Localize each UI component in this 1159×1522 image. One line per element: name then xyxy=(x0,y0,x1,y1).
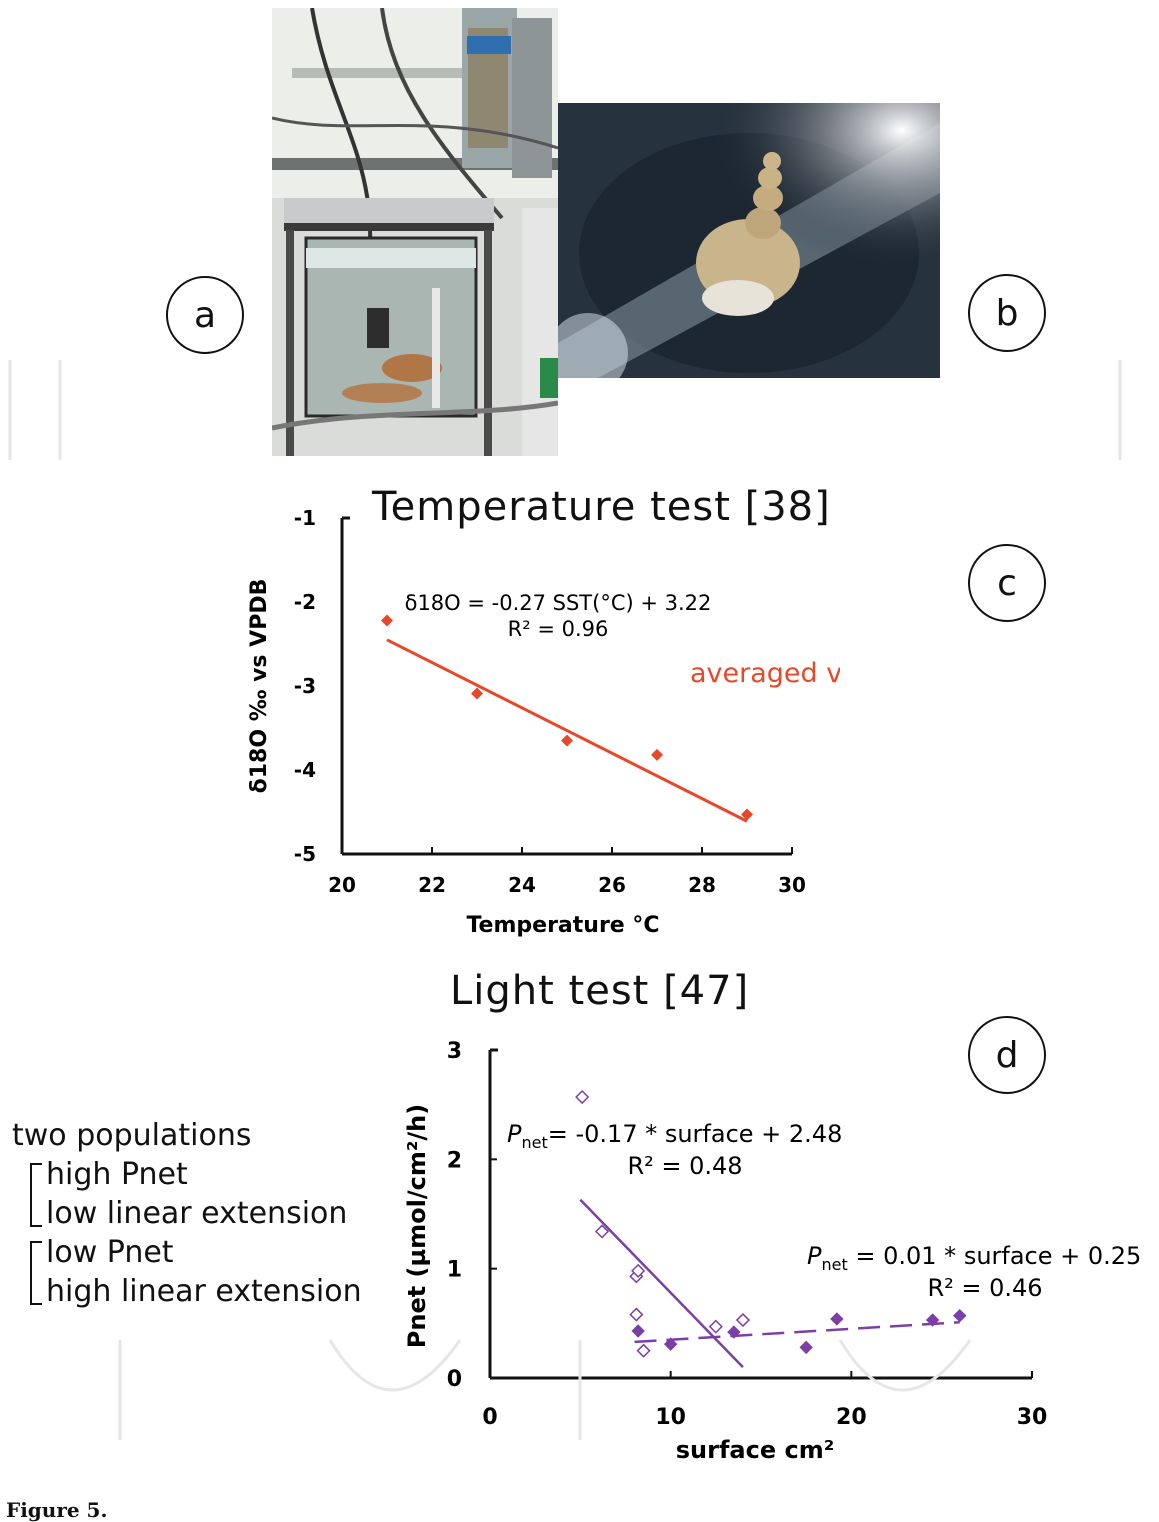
x-tick-label: 0 xyxy=(482,1405,497,1430)
light-trendline-1 xyxy=(579,1198,744,1368)
temperature-y-axis-label: δ18O ‰ vs VPDB xyxy=(247,579,272,794)
y-tick-label: 0 xyxy=(447,1367,462,1392)
filled-data-point xyxy=(799,1340,813,1355)
y-tick-label: 3 xyxy=(447,1039,462,1064)
y-tick-label: -3 xyxy=(294,674,316,698)
temperature-axes xyxy=(340,516,792,856)
eq2-text: = 0.01 * surface + 0.25 xyxy=(848,1242,1142,1270)
aquarium-photo xyxy=(272,8,558,456)
x-tick-label: 22 xyxy=(418,873,446,897)
population-group-1: high Pnet low linear extension xyxy=(30,1155,362,1233)
eq1-subscript: net xyxy=(521,1133,547,1152)
light-chart-title: Light test [47] xyxy=(450,968,750,1014)
filled-data-point xyxy=(953,1308,967,1323)
bracket xyxy=(30,1241,42,1305)
temperature-chart-title: Temperature test [38] xyxy=(372,484,831,530)
bracket xyxy=(30,1163,42,1227)
x-tick-label: 28 xyxy=(688,873,716,897)
y-tick-label: -2 xyxy=(294,590,316,614)
filled-data-point xyxy=(727,1325,741,1339)
filled-data-point xyxy=(663,1337,678,1351)
x-tick-label: 10 xyxy=(655,1405,686,1430)
group2-line2: high linear extension xyxy=(46,1274,362,1309)
eq1-r2: R² = 0.48 xyxy=(627,1152,742,1180)
eq2-subscript: net xyxy=(821,1255,847,1274)
filled-data-point xyxy=(830,1312,844,1326)
temperature-chart: 20 22 24 26 28 30 -5 -4 -3 -2 -1 Temperature °C δ… xyxy=(247,506,840,938)
svg-text:Pnet = 0.01 * surface + 0.25: Pnet = 0.01 * surface + 0.25 xyxy=(807,1242,1141,1274)
eq1-text: = -0.17 * surface + 2.48 xyxy=(548,1120,843,1148)
y-tick-label: 2 xyxy=(447,1148,462,1173)
open-data-point xyxy=(575,1089,590,1105)
y-tick-label: 1 xyxy=(447,1258,462,1283)
y-tick-label: -5 xyxy=(294,842,316,866)
data-point xyxy=(381,614,393,627)
light-chart: 0 10 20 30 0 1 2 3 surface cm² Pnet (µmol/cm²/… xyxy=(403,1039,1141,1464)
open-data-point xyxy=(629,1307,644,1322)
x-tick-label: 20 xyxy=(836,1405,867,1430)
group1-line2: low linear extension xyxy=(46,1196,348,1231)
populations-note: two populations high Pnet low linear ext… xyxy=(12,1116,362,1311)
data-point xyxy=(741,808,753,821)
svg-text:Pnet= -0.17 * surface + 2.48: Pnet= -0.17 * surface + 2.48 xyxy=(507,1120,842,1152)
panel-label-a: a xyxy=(166,276,244,354)
temperature-trendline xyxy=(386,638,748,823)
eq2-r2: R² = 0.46 xyxy=(927,1274,1042,1302)
temperature-x-axis-label: Temperature °C xyxy=(466,913,659,938)
populations-heading: two populations xyxy=(12,1118,252,1153)
open-data-point xyxy=(631,1263,646,1278)
figure-caption: Figure 5. xyxy=(6,1498,108,1522)
filled-data-point xyxy=(925,1313,940,1327)
y-tick-label: -4 xyxy=(294,758,316,782)
group2-line1: low Pnet xyxy=(46,1235,174,1270)
open-data-point xyxy=(708,1319,723,1334)
x-tick-label: 26 xyxy=(598,873,626,897)
y-tick-label: -1 xyxy=(294,506,316,530)
light-equation-2: Pnet = 0.01 * surface + 0.25 R² = 0.46 xyxy=(807,1242,1141,1302)
x-tick-label: 30 xyxy=(1017,1405,1048,1430)
temperature-legend-label: averaged values xyxy=(690,658,840,689)
light-equation-1: Pnet= -0.17 * surface + 2.48 R² = 0.48 xyxy=(507,1120,842,1180)
data-point xyxy=(651,748,663,761)
panel-label-b: b xyxy=(968,274,1046,352)
population-group-2: low Pnet high linear extension xyxy=(30,1233,362,1311)
light-x-axis-label: surface cm² xyxy=(676,1436,834,1464)
open-data-point xyxy=(636,1343,651,1358)
data-point xyxy=(561,734,573,747)
temperature-r2: R² = 0.96 xyxy=(508,617,609,641)
open-data-point xyxy=(735,1312,750,1328)
panel-label-d: d xyxy=(968,1016,1046,1094)
x-tick-label: 20 xyxy=(328,873,356,897)
open-data-point xyxy=(594,1224,610,1239)
light-axes xyxy=(488,1048,1032,1380)
panel-label-c: c xyxy=(968,544,1046,622)
light-trendline-2 xyxy=(634,1320,960,1344)
group1-line1: high Pnet xyxy=(46,1157,188,1192)
coral-photo xyxy=(558,103,940,378)
x-tick-label: 30 xyxy=(778,873,806,897)
temperature-equation: δ18O = -0.27 SST(°C) + 3.22 xyxy=(405,591,712,615)
data-point xyxy=(471,687,483,700)
x-tick-label: 24 xyxy=(508,873,536,897)
light-y-axis-label: Pnet (µmol/cm²/h) xyxy=(403,1104,431,1348)
filled-data-point xyxy=(631,1324,645,1338)
